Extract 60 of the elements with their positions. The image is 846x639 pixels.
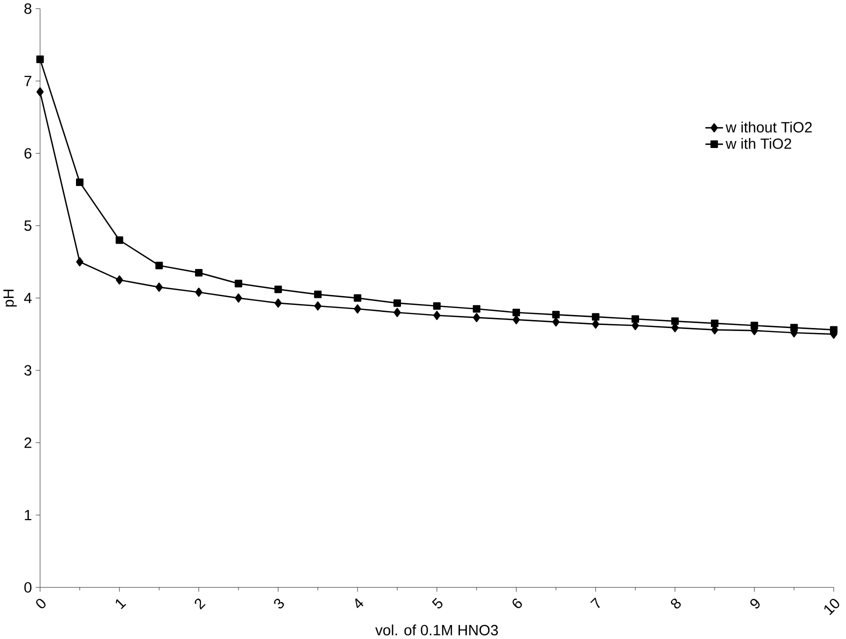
x-tick-label: 6 [512,598,522,608]
y-tick-label: 7 [24,76,32,86]
point [234,294,242,303]
legend-label: w ithout TiO2 [726,122,812,133]
point [512,315,520,324]
point [314,290,322,298]
point [76,178,84,186]
point [354,294,362,302]
point [274,286,282,294]
point [592,320,600,329]
point [394,308,401,318]
y-tick-label: 8 [24,4,32,14]
point [472,313,480,322]
y-axis-title: pH [3,290,17,307]
point [116,236,124,244]
point [472,305,480,313]
point [830,326,838,334]
x-tick-label: 10 [824,598,840,616]
point [512,308,520,316]
point [76,257,84,267]
x-tick-label: 0 [36,598,46,608]
point [234,280,242,288]
point [433,310,440,320]
x-tick-label: 3 [274,598,284,609]
y-tick-label: 5 [24,220,32,231]
point [36,87,44,97]
point [393,299,401,307]
x-tick-label: 2 [194,598,206,610]
point [671,318,679,326]
x-tick-label: 5 [432,598,442,609]
point [710,320,718,328]
x-axis-title: vol. of 0.1M HNO3 [375,624,498,636]
point [433,302,441,310]
y-tick-label: 1 [24,510,32,520]
point [116,275,124,285]
y-tick-label: 3 [24,365,32,376]
y-tick-label: 2 [24,438,32,448]
point [195,288,202,297]
point [552,317,560,327]
point [354,304,362,314]
point [750,322,758,330]
x-tick-label: 7 [590,598,600,608]
x-tick-label: 1 [116,599,126,610]
point [592,313,600,321]
x-tick-label: 9 [750,598,760,609]
point [155,262,163,270]
point [314,301,322,311]
point [195,269,203,277]
x-tick-label: 8 [670,598,681,609]
point [36,56,44,64]
legend-label: w ith TiO2 [726,138,792,150]
point [274,298,282,308]
point [790,324,798,332]
y-tick-label: 6 [24,148,32,159]
point [552,311,560,319]
y-tick-label: 4 [24,293,32,304]
y-tick-label: 0 [24,582,32,593]
point [156,282,163,292]
point [632,315,640,323]
x-tick-label: 4 [355,598,364,608]
